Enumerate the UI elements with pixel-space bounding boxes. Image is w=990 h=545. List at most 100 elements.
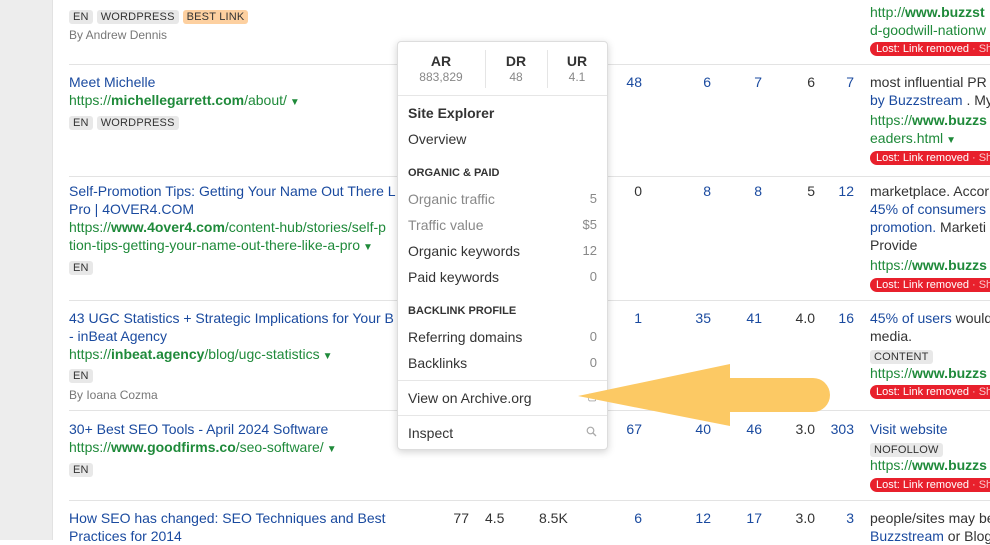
anchor-context: promotion. Marketi	[870, 218, 986, 236]
metric-value[interactable]: 8	[754, 183, 762, 199]
menu-label: Referring domains	[408, 329, 523, 345]
dropdown-caret-icon[interactable]: ▼	[289, 97, 300, 108]
dropdown-caret-icon[interactable]: ▼	[326, 444, 337, 455]
target-url-cont[interactable]: d-goodwill-nationw	[870, 22, 986, 38]
metric-value[interactable]: 1	[634, 310, 642, 326]
metric-value[interactable]: 7	[754, 74, 762, 90]
lost-suffix: · Sh	[968, 279, 990, 291]
menu-item-paid-keywords[interactable]: Paid keywords 0	[408, 268, 597, 286]
metric-value[interactable]: 67	[626, 421, 642, 437]
menu-value: 5	[589, 191, 597, 206]
target-url[interactable]: https://www.buzzs	[870, 256, 987, 274]
lost-badge: Lost: Link removed · Sh	[870, 278, 990, 292]
page-title-link[interactable]: Practices for 2014	[69, 528, 182, 544]
context-menu: AR 883,829 DR 48 UR 4.1 Site Explorer Overv…	[397, 41, 608, 450]
tag: EN	[69, 463, 93, 477]
metric-value[interactable]: 12	[695, 510, 711, 526]
menu-item-backlinks[interactable]: Backlinks 0	[408, 354, 597, 372]
author: By Ioana Cozma	[69, 388, 158, 402]
anchor-link[interactable]: by Buzzstream	[870, 92, 963, 108]
lost-label: Lost: Link removed	[876, 43, 969, 55]
metric-value[interactable]: 3	[846, 510, 854, 526]
metric-value[interactable]: 41	[746, 310, 762, 326]
menu-label: Backlinks	[408, 355, 468, 371]
anchor-context: people/sites may be	[870, 510, 990, 526]
metric-value[interactable]: 8	[703, 183, 711, 199]
url-prefix: https://	[69, 92, 112, 108]
metric-value: 883,829	[419, 70, 463, 84]
metric-value[interactable]: 6	[634, 510, 642, 526]
page-title-link[interactable]: Self-Promotion Tips: Getting Your Name O…	[69, 183, 396, 199]
metric-value: 4.1	[568, 70, 586, 84]
page-url[interactable]: https://www.goodfirms.co/seo-software/▼	[69, 438, 337, 459]
url-domain: www.4over4.com	[111, 219, 225, 235]
metric-value[interactable]: 17	[746, 510, 762, 526]
metric-value: 4.0	[795, 310, 815, 326]
page-title-link[interactable]: - inBeat Agency	[69, 328, 168, 344]
lost-suffix: · Sh	[968, 43, 990, 55]
page-url[interactable]: https://inbeat.agency/blog/ugc-statistic…	[69, 345, 332, 366]
anchor-context: by Buzzstream . My	[870, 91, 990, 109]
link-tags: NOFOLLOW	[870, 439, 947, 457]
metric-value[interactable]: 303	[830, 421, 854, 437]
page-url[interactable]: https://www.4over4.com/content-hub/stori…	[69, 218, 386, 236]
menu-item-inspect[interactable]: Inspect	[408, 424, 597, 442]
target-url[interactable]: https://www.buzzs	[870, 456, 987, 474]
anchor-link[interactable]: promotion.	[870, 219, 937, 235]
target-url[interactable]: https://www.buzzs	[870, 364, 987, 382]
menu-value: 0	[589, 355, 597, 370]
menu-item-overview[interactable]: Overview	[408, 130, 597, 148]
url-domain: inbeat.agency	[111, 346, 205, 362]
menu-item-archive[interactable]: View on Archive.org▢	[408, 389, 597, 407]
anchor-context: media.	[870, 328, 913, 344]
divider	[547, 50, 548, 88]
page-title-link[interactable]: Pro | 4OVER4.COM	[69, 201, 195, 217]
anchor-text: or Blog	[943, 528, 990, 544]
page-title-link[interactable]: 43 UGC Statistics + Strategic Implicatio…	[69, 310, 394, 326]
menu-item-referring-domains[interactable]: Referring domains 0	[408, 328, 597, 346]
metric-value: 3.0	[795, 510, 815, 526]
metric-value[interactable]: 16	[838, 310, 854, 326]
lost-label: Lost: Link removed	[876, 152, 969, 164]
menu-value: 0	[589, 269, 597, 284]
metric-value: 3.0	[795, 421, 815, 437]
url-domain: www.buzzst	[905, 4, 985, 20]
target-url-cont[interactable]: eaders.html ▼	[870, 129, 956, 150]
dropdown-caret-icon[interactable]: ▼	[946, 135, 957, 146]
url-path: /blog/ugc-statistics	[204, 346, 320, 362]
row-divider	[69, 500, 990, 501]
url-domain: www.buzzs	[912, 457, 987, 473]
divider	[398, 380, 607, 381]
metric-value[interactable]: 6	[703, 74, 711, 90]
metric-value[interactable]: 46	[746, 421, 762, 437]
row-tags: EN	[69, 459, 97, 477]
metric-value[interactable]: 35	[695, 310, 711, 326]
anchor-link[interactable]: 45% of consumers	[870, 201, 986, 217]
site-explorer-heading: Site Explorer	[408, 104, 597, 122]
tag: EN	[69, 369, 93, 383]
anchor-link[interactable]: Visit website	[870, 421, 948, 437]
page-title-link[interactable]: How SEO has changed: SEO Techniques and …	[69, 510, 386, 526]
page-title-link[interactable]: Meet Michelle	[69, 74, 156, 90]
anchor-link[interactable]: Buzzstream	[870, 528, 944, 544]
url-prefix: https://	[870, 457, 913, 473]
menu-item-organic-keywords[interactable]: Organic keywords 12	[408, 242, 597, 260]
target-url[interactable]: https://www.buzzs	[870, 111, 987, 129]
metric-value[interactable]: 12	[838, 183, 854, 199]
metric-value[interactable]: 48	[626, 74, 642, 90]
metric-value[interactable]: 40	[695, 421, 711, 437]
metric-value[interactable]: 7	[846, 74, 854, 90]
dropdown-caret-icon[interactable]: ▼	[363, 242, 373, 253]
tag: EN	[69, 10, 93, 24]
anchor-link[interactable]: 45% of users	[870, 310, 952, 326]
page-title-link[interactable]: 30+ Best SEO Tools - April 2024 Software	[69, 421, 329, 437]
tag: EN	[69, 261, 93, 275]
target-url[interactable]: http://www.buzzst	[870, 3, 985, 21]
dropdown-caret-icon[interactable]: ▼	[322, 351, 333, 362]
page-url-cont[interactable]: tion-tips-getting-your-name-out-there-li…	[69, 236, 373, 257]
anchor-context: most influential PR	[870, 74, 987, 90]
page-url[interactable]: https://michellegarrett.com/about/▼	[69, 91, 300, 112]
url-prefix: https://	[69, 219, 112, 235]
lost-suffix: · Sh	[968, 152, 990, 164]
lost-label: Lost: Link removed	[876, 479, 969, 491]
